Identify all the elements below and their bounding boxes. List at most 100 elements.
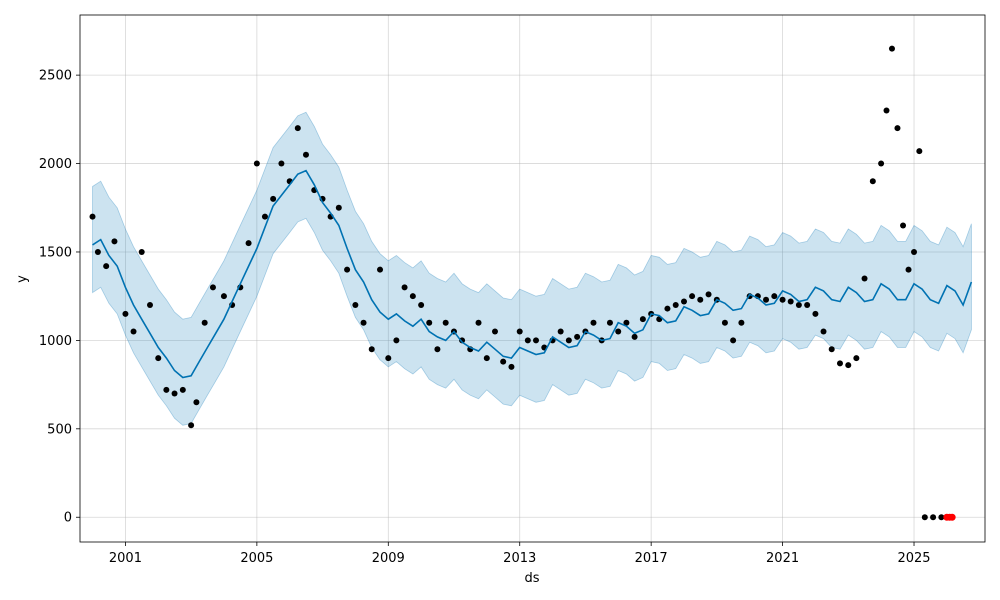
observed-point — [763, 296, 770, 303]
highlight-point — [948, 513, 956, 521]
x-tick-label: 2005 — [240, 551, 273, 566]
observed-point — [253, 160, 260, 167]
observed-point — [483, 355, 490, 362]
x-tick-label: 2021 — [766, 551, 799, 566]
observed-point — [500, 358, 507, 365]
y-tick-label: 1000 — [39, 334, 72, 349]
y-tick-label: 0 — [64, 511, 72, 526]
observed-point — [516, 328, 523, 335]
observed-point — [475, 319, 482, 326]
y-tick-label: 1500 — [39, 245, 72, 260]
highlight-points-layer — [943, 513, 956, 521]
observed-point — [130, 328, 137, 335]
observed-point — [344, 266, 351, 273]
observed-point — [878, 160, 885, 167]
observed-point — [533, 337, 540, 344]
observed-point — [401, 284, 408, 291]
observed-point — [565, 337, 572, 344]
y-tick-label: 2000 — [39, 157, 72, 172]
observed-point — [721, 319, 728, 326]
observed-point — [155, 355, 162, 362]
observed-point — [179, 386, 186, 393]
observed-point — [615, 328, 622, 335]
observed-point — [352, 302, 359, 309]
observed-point — [557, 328, 564, 335]
observed-point — [905, 266, 912, 273]
observed-point — [335, 204, 342, 211]
observed-point — [631, 333, 638, 340]
observed-point — [916, 148, 923, 155]
observed-point — [368, 346, 375, 353]
y-axis-title: y — [15, 275, 30, 283]
observed-point — [883, 107, 890, 114]
observed-point — [171, 390, 178, 397]
observed-point — [294, 125, 301, 132]
observed-point — [103, 263, 110, 270]
observed-point — [795, 302, 802, 309]
uncertainty-interval-band — [92, 111, 972, 426]
y-tick-label: 2500 — [39, 69, 72, 84]
x-axis-title: ds — [524, 571, 539, 586]
observed-point — [524, 337, 531, 344]
observed-point — [209, 284, 216, 291]
observed-point — [574, 333, 581, 340]
observed-point — [930, 514, 937, 521]
observed-point — [360, 319, 367, 326]
ticks-layer: 2001 2005 2009 2013 2017 2021 2025 0 500 1000 1500… — [39, 69, 931, 566]
observed-point — [779, 296, 786, 303]
observed-point — [409, 293, 416, 300]
x-tick-label: 2001 — [109, 551, 142, 566]
observed-point — [938, 514, 945, 521]
observed-point — [146, 302, 153, 309]
forecast-line — [92, 169, 973, 379]
x-tick-label: 2025 — [897, 551, 930, 566]
observed-point — [508, 363, 515, 370]
observed-point — [869, 178, 876, 185]
observed-point — [385, 355, 392, 362]
observed-point — [894, 125, 901, 132]
observed-point — [730, 337, 737, 344]
observed-point — [705, 291, 712, 298]
observed-point — [697, 296, 704, 303]
observed-point — [188, 422, 195, 429]
observed-point — [812, 310, 819, 317]
observed-point — [820, 328, 827, 335]
observed-point — [888, 45, 895, 52]
observed-point — [442, 319, 449, 326]
observed-point — [590, 319, 597, 326]
observed-point — [163, 386, 170, 393]
observed-point — [111, 238, 118, 245]
observed-point — [261, 213, 268, 220]
observed-point — [201, 319, 208, 326]
x-tick-label: 2017 — [635, 551, 668, 566]
observed-point — [491, 328, 498, 335]
observed-point — [270, 195, 277, 202]
observed-point — [911, 248, 918, 255]
observed-point — [89, 213, 96, 220]
observed-point — [804, 302, 811, 309]
observed-point — [738, 319, 745, 326]
observed-point — [220, 293, 227, 300]
observed-point — [94, 248, 101, 255]
observed-point — [393, 337, 400, 344]
observed-point — [921, 514, 928, 521]
observed-point — [836, 360, 843, 367]
observed-point — [426, 319, 433, 326]
observed-point — [680, 298, 687, 305]
observed-point — [861, 275, 868, 282]
observed-point — [787, 298, 794, 305]
observed-point — [434, 346, 441, 353]
observed-point — [606, 319, 613, 326]
observed-point — [623, 319, 630, 326]
observed-point — [689, 293, 696, 300]
x-tick-label: 2009 — [372, 551, 405, 566]
observed-point — [853, 355, 860, 362]
grid-layer — [80, 15, 985, 542]
observed-point — [418, 302, 425, 309]
observed-point — [302, 151, 309, 158]
observed-point — [278, 160, 285, 167]
observed-point — [672, 302, 679, 309]
plot-frame — [79, 14, 986, 543]
